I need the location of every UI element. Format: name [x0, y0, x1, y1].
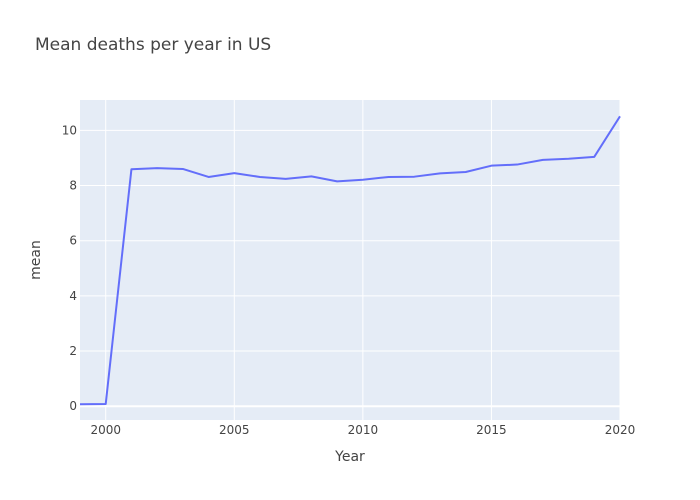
- y-tick-label: 4: [69, 289, 77, 303]
- y-tick-label: 10: [62, 123, 77, 137]
- chart-title: Mean deaths per year in US: [35, 35, 271, 55]
- x-axis-title: Year: [334, 449, 365, 465]
- plot-area: [80, 100, 620, 420]
- x-tick-label: 2005: [219, 423, 250, 437]
- series-layer: [79, 115, 621, 406]
- y-tick-label: 0: [69, 399, 77, 413]
- y-tick-label: 2: [69, 344, 77, 358]
- y-tick-labels: 0 2 4 6 8 10: [62, 123, 77, 413]
- y-tick-label: 6: [69, 234, 77, 248]
- x-tick-label: 2010: [348, 423, 379, 437]
- y-axis-title: mean: [28, 240, 44, 280]
- x-tick-label: 2020: [605, 423, 636, 437]
- x-tick-labels: 2000 2005 2010 2015 2020: [90, 423, 635, 437]
- x-tick-label: 2015: [476, 423, 507, 437]
- x-tick-label: 2000: [90, 423, 121, 437]
- series-line: [79, 115, 621, 406]
- y-gridlines: [80, 129, 620, 408]
- y-tick-label: 8: [69, 179, 77, 193]
- x-gridlines: [105, 100, 621, 420]
